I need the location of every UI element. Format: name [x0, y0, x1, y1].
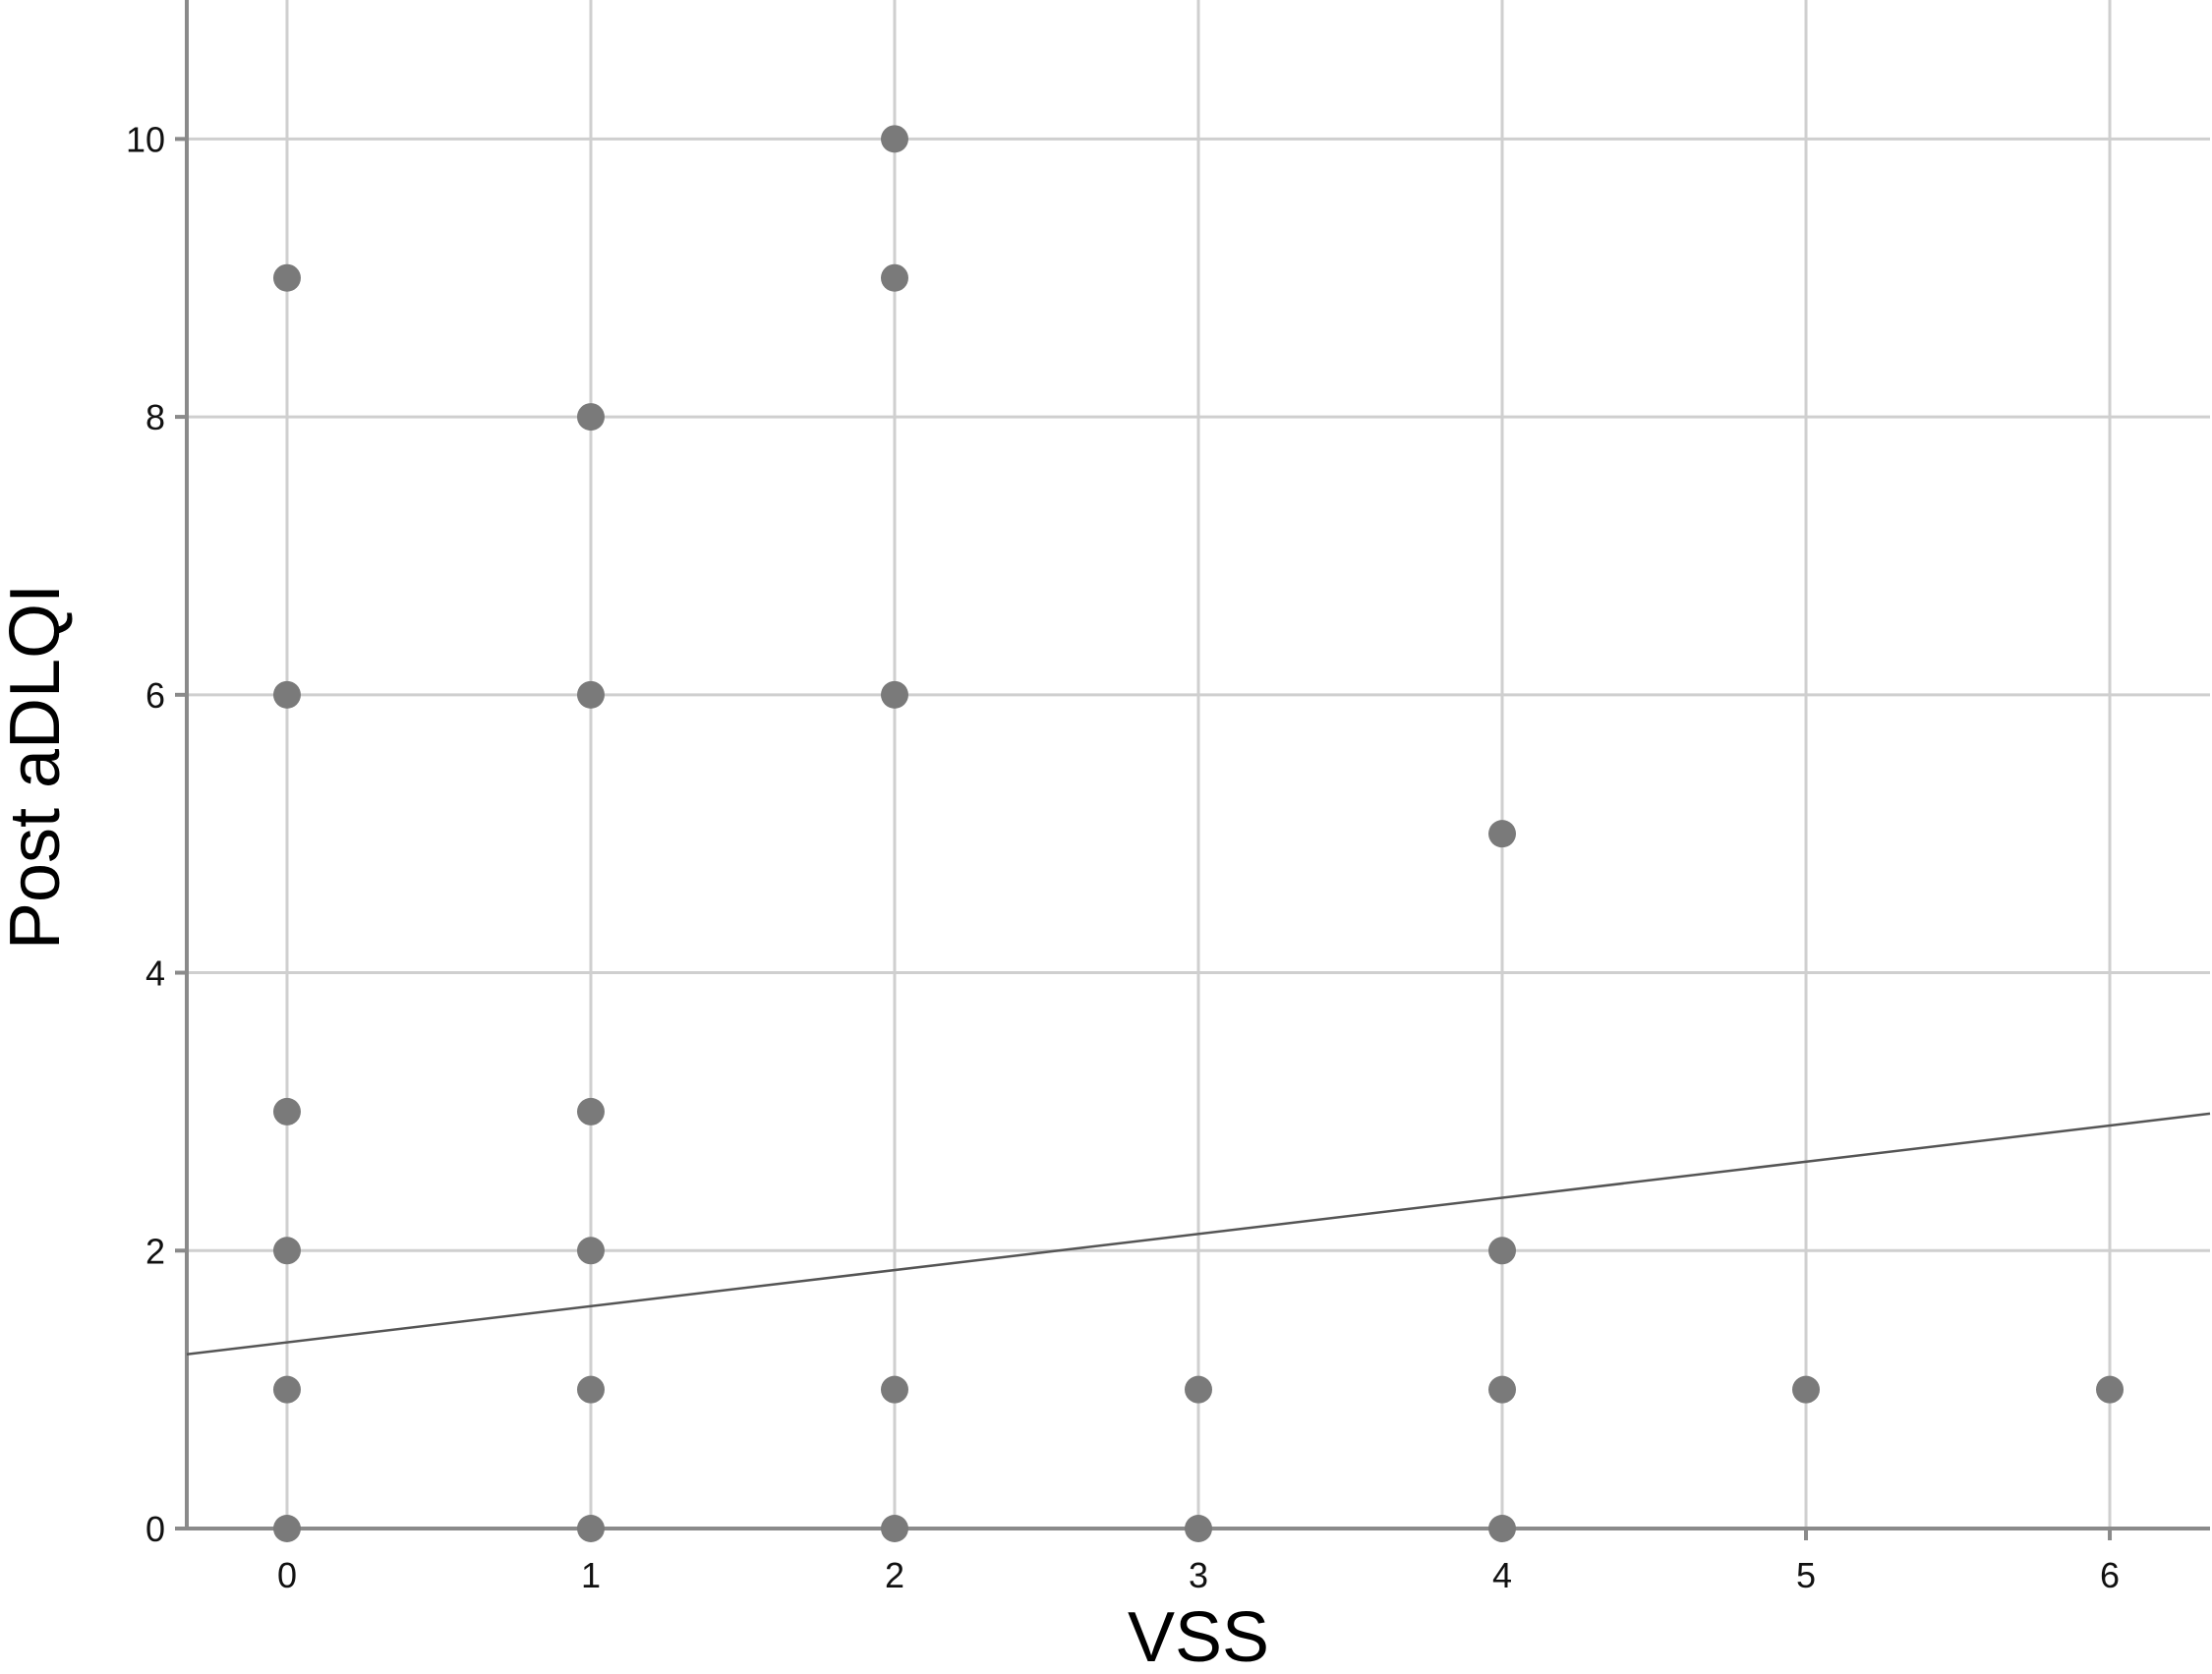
fit-line — [186, 1112, 2211, 1356]
x-axis-title: VSS — [1128, 1598, 1269, 1674]
y-tick-label-4: 4 — [146, 953, 165, 994]
y-tick-label-10: 10 — [126, 119, 165, 159]
data-point — [272, 1515, 301, 1542]
y-tick-label-6: 6 — [146, 675, 165, 716]
x-tick-label-6: 6 — [2100, 1555, 2120, 1595]
data-point — [576, 1515, 605, 1542]
data-point — [272, 1097, 301, 1126]
data-point — [576, 1375, 605, 1404]
data-point — [272, 1237, 301, 1265]
tick-labels-layer: 0 1 2 3 4 5 6 0 2 4 6 8 10 — [126, 119, 2120, 1595]
x-tick-label-0: 0 — [277, 1555, 297, 1595]
data-point — [880, 125, 908, 153]
x-tick-label-2: 2 — [885, 1555, 904, 1595]
data-point — [1488, 820, 1517, 848]
data-point — [1792, 1375, 1821, 1404]
data-point — [880, 1375, 908, 1404]
y-tick-label-8: 8 — [146, 397, 165, 437]
x-tick-label-4: 4 — [1492, 1555, 1512, 1595]
data-point — [576, 680, 605, 709]
x-tick-label-3: 3 — [1189, 1555, 1208, 1595]
data-point — [272, 1375, 301, 1404]
data-point — [880, 680, 908, 709]
points-layer — [272, 125, 2125, 1542]
data-point — [1185, 1515, 1212, 1542]
data-point — [880, 1515, 908, 1542]
data-point — [576, 403, 605, 432]
data-point — [1488, 1237, 1517, 1265]
data-point — [2096, 1375, 2125, 1404]
data-point — [272, 263, 301, 292]
y-tick-label-2: 2 — [146, 1231, 165, 1271]
data-point — [1488, 1375, 1517, 1404]
y-axis-title: Post aDLQI — [0, 584, 75, 950]
data-point — [576, 1097, 605, 1126]
grid-layer — [187, 0, 2210, 1529]
data-point — [576, 1237, 605, 1265]
data-point — [272, 680, 301, 709]
data-point — [1185, 1375, 1212, 1404]
x-tick-label-1: 1 — [581, 1555, 601, 1595]
y-tick-label-0: 0 — [146, 1509, 165, 1549]
data-point — [880, 263, 908, 292]
fit-line-layer — [186, 1112, 2211, 1356]
axis-layer — [175, 0, 2210, 1540]
x-tick-label-5: 5 — [1796, 1555, 1816, 1595]
data-point — [1488, 1515, 1517, 1542]
